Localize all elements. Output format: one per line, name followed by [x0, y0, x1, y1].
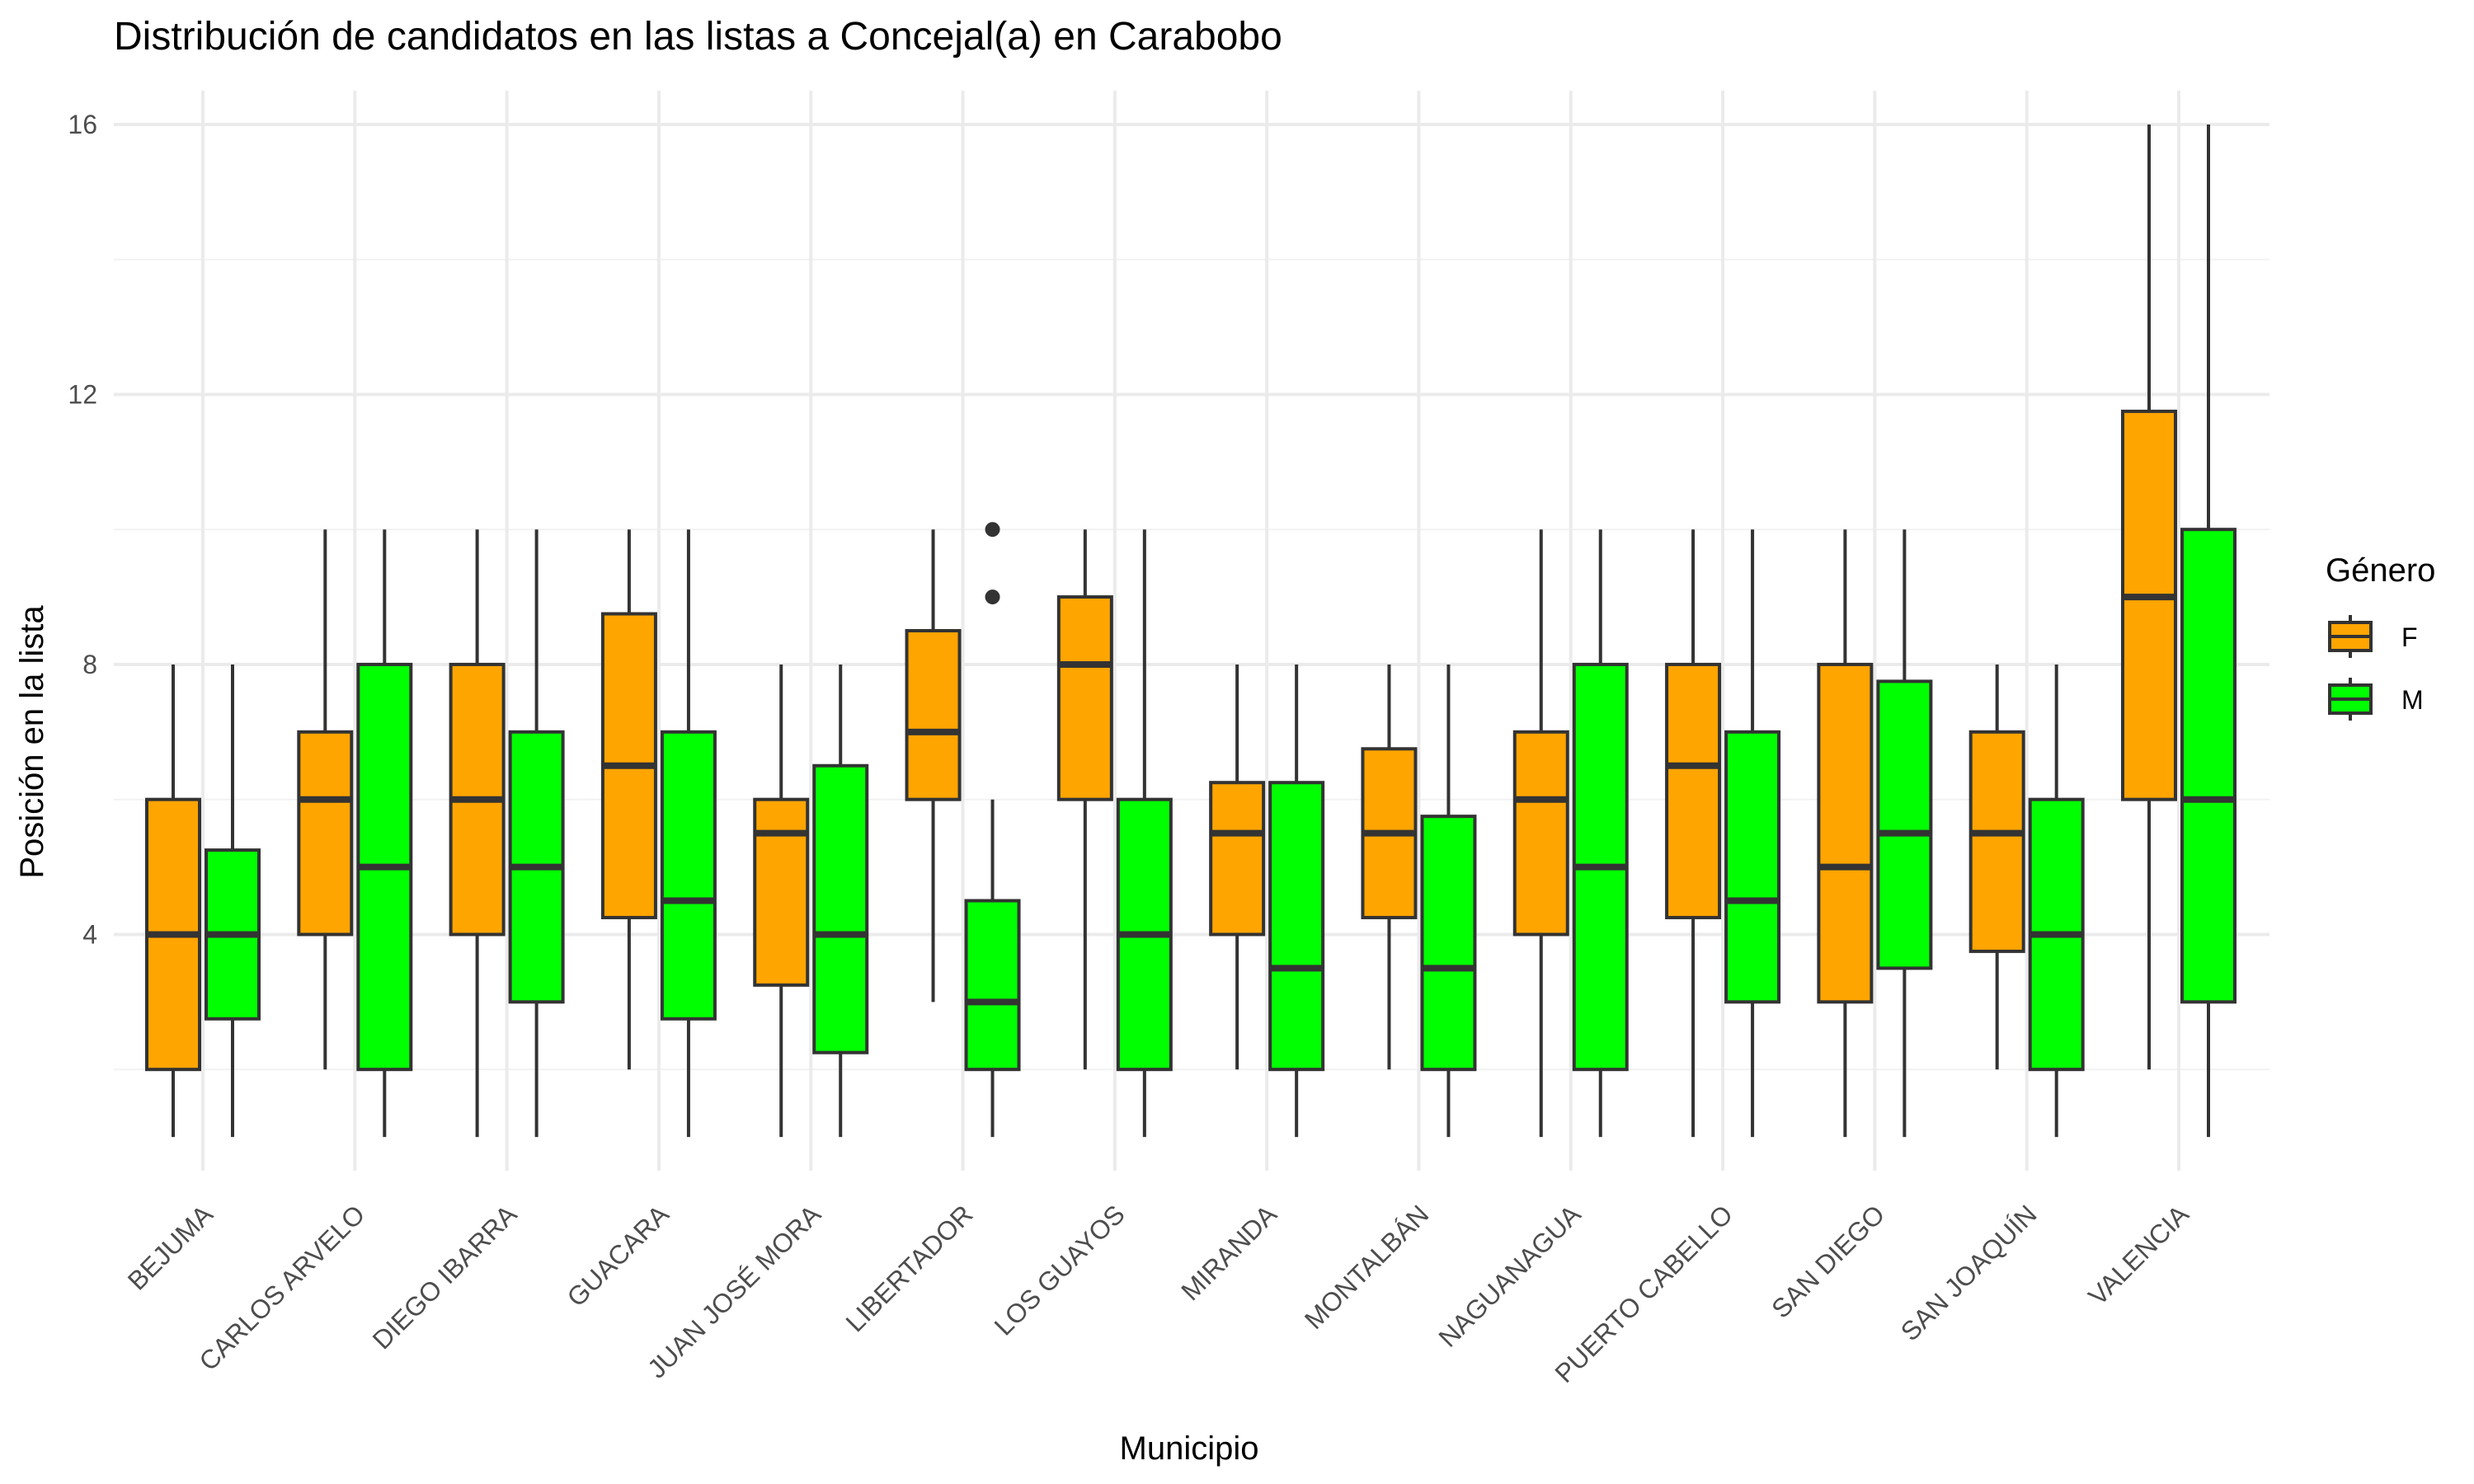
box-f — [2121, 124, 2177, 1070]
box-f — [1056, 529, 1113, 1070]
box-f — [449, 529, 506, 1138]
box-iqr — [1268, 781, 1325, 1072]
box-m — [1116, 529, 1173, 1138]
box-iqr — [1512, 730, 1569, 937]
box-f — [1968, 664, 2025, 1070]
y-tick-label: 8 — [82, 650, 97, 679]
grid — [114, 91, 2269, 1171]
box-iqr — [905, 629, 962, 801]
box-iqr — [1056, 595, 1113, 801]
box-iqr — [1724, 730, 1781, 1004]
box-m — [1876, 529, 1933, 1138]
box-iqr — [812, 763, 869, 1054]
box-f — [1665, 529, 1722, 1138]
box-m — [812, 664, 869, 1138]
box-f — [905, 529, 962, 1003]
boxes — [145, 124, 2236, 1138]
legend-item-f: F — [2328, 615, 2418, 658]
box-iqr — [1209, 781, 1266, 937]
box-f — [1209, 664, 1266, 1070]
box-m — [964, 522, 1021, 1138]
box-m — [1268, 664, 1325, 1138]
box-m — [1572, 529, 1629, 1138]
y-tick-label: 4 — [82, 919, 97, 949]
box-iqr — [753, 797, 810, 987]
outlier-point — [985, 589, 1000, 605]
legend-label: M — [2401, 685, 2424, 715]
box-iqr — [1968, 730, 2025, 953]
y-tick-label: 16 — [68, 110, 97, 139]
box-iqr — [2180, 528, 2236, 1004]
legend: Género F M — [2326, 552, 2435, 721]
legend-title: Género — [2326, 552, 2435, 589]
box-m — [2028, 664, 2085, 1138]
box-iqr — [964, 899, 1021, 1072]
box-m — [1420, 664, 1477, 1138]
box-f — [145, 664, 201, 1138]
box-f — [1817, 529, 1874, 1138]
box-f — [753, 664, 810, 1138]
x-axis-title: Municipio — [1120, 1430, 1259, 1467]
legend-label: F — [2401, 622, 2418, 652]
box-f — [1512, 529, 1569, 1138]
box-m — [660, 529, 717, 1138]
box-f — [1361, 664, 1418, 1070]
y-axis-ticks: 4 8 12 16 — [68, 110, 97, 950]
box-iqr — [1665, 662, 1722, 919]
y-tick-label: 12 — [68, 379, 97, 409]
box-m — [2180, 124, 2236, 1138]
box-iqr — [660, 730, 717, 1021]
box-iqr — [297, 730, 354, 937]
box-iqr — [1876, 679, 1933, 970]
chart-title: Distribución de candidatos en las listas… — [114, 15, 1282, 59]
box-m — [356, 529, 413, 1138]
box-iqr — [1420, 815, 1477, 1072]
box-iqr — [2121, 409, 2177, 801]
box-m — [1724, 529, 1781, 1138]
box-f — [600, 529, 657, 1070]
legend-item-m: M — [2328, 678, 2424, 721]
box-f — [297, 529, 354, 1070]
box-iqr — [1817, 662, 1874, 1004]
y-axis-title: Posición en la lista — [14, 605, 50, 879]
outlier-point — [985, 522, 1000, 538]
box-m — [508, 529, 565, 1138]
box-m — [205, 664, 261, 1138]
